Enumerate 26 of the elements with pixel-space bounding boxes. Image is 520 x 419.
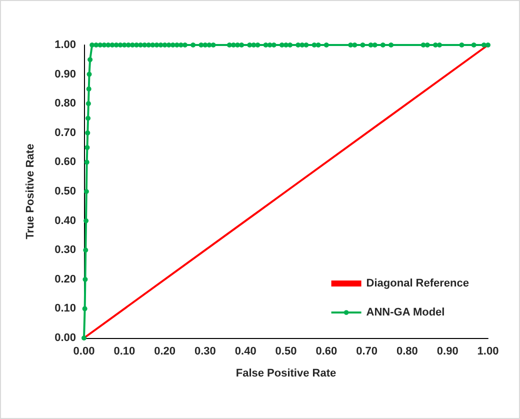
- x-tick-label: 0.10: [114, 346, 136, 358]
- y-tick-label: 0.90: [54, 68, 76, 80]
- legend-label: Diagonal Reference: [366, 278, 469, 290]
- y-tick-label: 0.50: [54, 186, 76, 198]
- y-tick-label: 0.80: [54, 98, 76, 110]
- x-tick-label: 0.60: [316, 346, 338, 358]
- y-tick-label: 0.20: [54, 273, 76, 286]
- y-axis-title: True Positive Rate: [24, 144, 36, 240]
- y-tick-label: 0.30: [54, 244, 76, 256]
- y-tick-label: 0.60: [54, 156, 76, 168]
- x-tick-label: 1.00: [477, 346, 499, 358]
- x-tick-label: 0.80: [396, 346, 418, 358]
- legend-label: ANN-GA Model: [366, 306, 445, 318]
- x-tick-label: 0.70: [356, 346, 378, 358]
- x-tick-label: 0.90: [436, 346, 458, 358]
- y-tick-label: 0.10: [54, 302, 76, 315]
- x-tick-label: 0.50: [275, 346, 297, 358]
- x-tick-label: 0.40: [234, 346, 256, 358]
- y-tick-label: 0.00: [54, 332, 76, 344]
- y-tick-label: 0.40: [54, 214, 76, 227]
- y-tick-label: 1.00: [54, 39, 76, 51]
- x-axis-title: False Positive Rate: [236, 368, 336, 380]
- x-tick-label: 0.00: [73, 346, 95, 358]
- x-tick-label: 0.30: [194, 346, 216, 358]
- x-tick-label: 0.20: [154, 346, 176, 358]
- y-tick-label: 0.70: [54, 126, 76, 139]
